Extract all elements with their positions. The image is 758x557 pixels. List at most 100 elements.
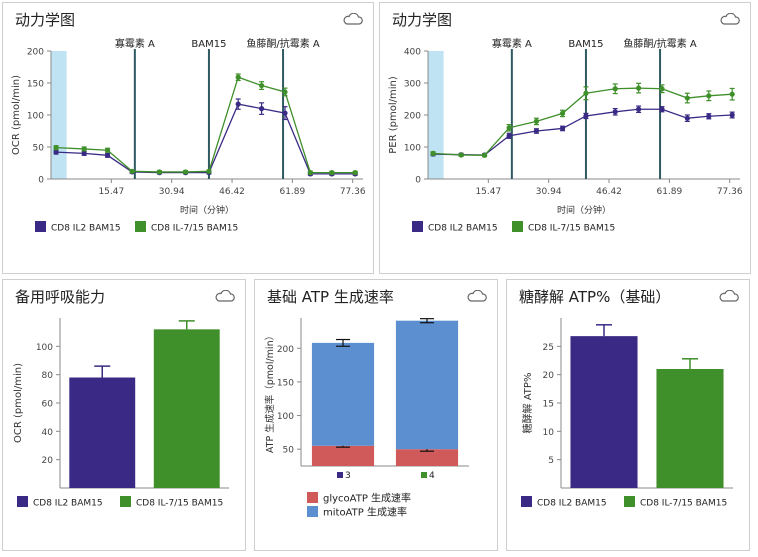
data-point [684,115,690,121]
y-tick-label: 150 [277,378,294,388]
x-tick-label: 3 [345,471,351,481]
y-axis-label: ATP 生成速率（pmol/min） [264,331,276,453]
cloud-icon[interactable] [343,13,363,25]
data-point [352,170,358,176]
legend-swatch [307,506,318,517]
x-tick-label: 46.42 [596,187,622,197]
x-tick-label: 4 [429,471,435,481]
legend-label: CD8 IL-7/15 BAM15 [640,499,727,509]
legend-label: CD8 IL2 BAM15 [537,499,607,509]
bar-segment [311,445,375,466]
legend-swatch [17,496,28,507]
data-point [533,118,540,124]
y-tick-label: 50 [283,446,295,456]
data-point [659,106,665,112]
data-point [329,170,335,176]
x-tick-label: 15.47 [98,187,124,197]
x-tick-label: 15.47 [475,187,501,197]
category-swatch [337,472,343,478]
data-point [53,145,59,151]
data-point [659,86,665,92]
kinetic-ocr-panel: 动力学图 0 50 100 150 200 15.47 30.94 46.42 61.89 77.… [2,2,374,274]
legend-swatch [35,221,46,232]
y-tick-label: 400 [404,48,421,58]
glyco-atp-percent-panel: 糖酵解 ATP%（基础） 5 10 15 20 25 糖酵解 ATP% CD8 IL2 BA… [506,279,750,551]
data-point [612,86,618,92]
series-line [56,76,356,174]
panel-title: 动力学图 [392,11,453,29]
data-point [259,106,265,112]
series-line [56,103,356,175]
per-kinetic-chart: 0 100 200 300 400 15.47 30.94 46.42 61.89 77.36 时间… [388,37,743,234]
spare-capacity-panel: 备用呼吸能力 20 40 60 80 100 OCR (pmol/min) CD8 IL2 … [2,279,246,551]
data-point [307,170,313,176]
x-tick-label: 46.42 [219,187,245,197]
x-tick-label: 61.89 [279,187,305,197]
bar-segment [395,320,459,450]
x-tick-label: 61.89 [656,187,682,197]
data-point [506,125,512,131]
spare-capacity-chart: 20 40 60 80 100 OCR (pmol/min) CD8 IL2 BAM15 CD… [13,318,229,509]
injection-label: BAM15 [191,39,226,50]
baseline-band [51,51,67,179]
legend-swatch [521,496,532,507]
injection-label: 寡霉素 A [115,37,155,50]
data-point [129,168,135,174]
data-point [235,101,241,107]
y-tick-label: 60 [42,400,54,410]
cloud-icon[interactable] [719,290,739,302]
bar-segment [311,342,375,446]
legend-swatch [412,221,423,232]
data-point [506,133,512,139]
y-axis-label: PER (pmol/min) [388,76,399,154]
legend-label: CD8 IL2 BAM15 [33,499,103,509]
y-tick-label: 200 [277,345,294,355]
injection-label: 鱼藤酮/抗霉素 A [246,37,320,50]
y-tick-label: 0 [415,176,421,186]
x-tick-label: 30.94 [159,187,185,197]
data-point [559,110,566,116]
bar [656,369,724,488]
data-point [259,82,265,89]
legend-label: CD8 IL2 BAM15 [428,224,498,234]
x-tick-label: 30.94 [536,187,562,197]
x-axis-label: 时间（分钟） [180,204,234,216]
panel-title: 基础 ATP 生成速率 [267,288,394,306]
y-tick-label: 100 [36,343,53,353]
data-point [706,93,712,99]
data-point [583,90,589,96]
glyco-atp-percent-chart: 5 10 15 20 25 糖酵解 ATP% CD8 IL2 BAM15 CD8 IL-7/1… [521,318,733,509]
legend-label: CD8 IL2 BAM15 [51,224,121,234]
y-tick-label: 200 [27,48,44,58]
data-point [104,152,111,158]
data-point [53,149,59,155]
cloud-icon[interactable] [215,290,235,302]
bar [570,336,638,488]
legend-swatch [624,496,635,507]
panel-title: 动力学图 [15,11,76,29]
data-point [458,152,464,158]
legend-swatch [135,221,146,232]
legend-swatch [307,492,318,503]
data-point [636,85,642,91]
cloud-icon[interactable] [467,290,487,302]
y-tick-label: 100 [404,144,421,154]
data-point [235,74,241,80]
x-tick-label: 77.36 [340,187,366,197]
data-point [533,128,540,134]
legend-swatch [120,496,131,507]
y-axis-label: OCR (pmol/min) [13,363,24,443]
baseline-band [428,51,444,179]
y-tick-label: 100 [27,112,44,122]
ocr-kinetic-chart: 0 50 100 150 200 15.47 30.94 46.42 61.89 77.36 时间（… [11,37,366,234]
bar-segment [395,449,459,466]
y-tick-label: 50 [33,144,45,154]
data-point [636,106,642,112]
cloud-icon[interactable] [720,13,740,25]
injection-label: 寡霉素 A [492,37,532,50]
legend-label: CD8 IL-7/15 BAM15 [151,224,238,234]
data-point [182,169,189,175]
data-point [156,169,163,175]
data-point [282,110,288,116]
